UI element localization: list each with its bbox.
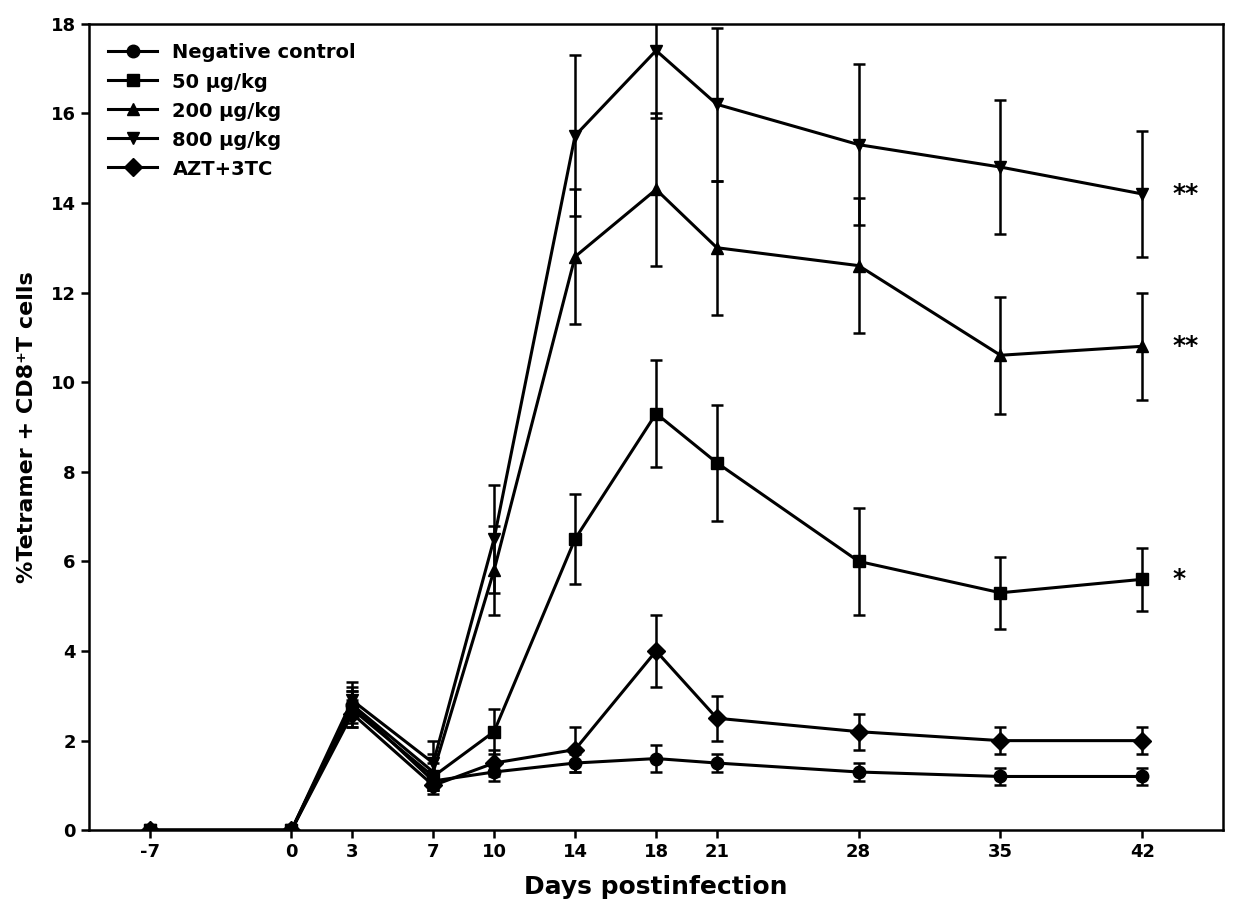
Text: *: *: [1173, 567, 1185, 592]
Y-axis label: %Tetramer + CD8⁺T cells: %Tetramer + CD8⁺T cells: [16, 271, 37, 583]
X-axis label: Days postinfection: Days postinfection: [525, 876, 787, 900]
Text: **: **: [1173, 334, 1199, 358]
Text: **: **: [1173, 182, 1199, 206]
Legend: Negative control, 50 μg/kg, 200 μg/kg, 800 μg/kg, AZT+3TC: Negative control, 50 μg/kg, 200 μg/kg, 8…: [99, 33, 366, 189]
